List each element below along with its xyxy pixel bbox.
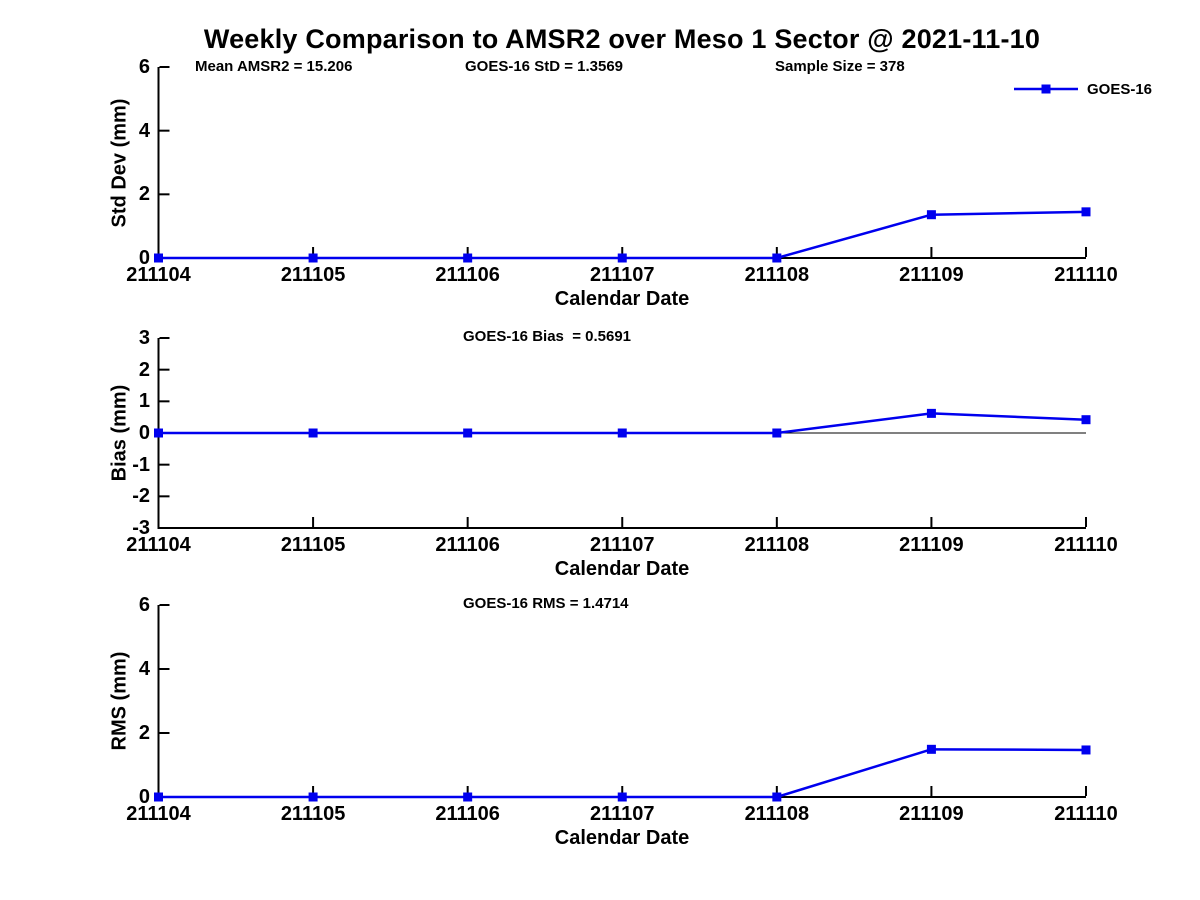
x-tick-label: 211104 (126, 264, 191, 286)
y-tick-label: -3 (132, 517, 150, 539)
x-tick-label: 211109 (899, 803, 964, 825)
y-tick-label: 0 (138, 422, 150, 444)
annotation-goes16-rms: GOES-16 RMS = 1.4714 (463, 595, 629, 612)
y-tick-label: 2 (138, 722, 150, 744)
x-tick-label: 211104 (126, 534, 191, 556)
y-tick-label: 1 (138, 390, 150, 413)
x-tick-label: 211110 (1054, 803, 1118, 825)
x-axis-label-rms: Calendar Date (554, 827, 690, 849)
x-tick-label: 211106 (435, 264, 500, 286)
x-tick-label: 211108 (744, 264, 810, 286)
y-tick-label: 4 (138, 658, 150, 680)
x-tick-label: 211109 (899, 534, 964, 556)
x-tick-label: 211109 (899, 264, 964, 286)
y-tick-label: -2 (132, 485, 150, 508)
x-tick-label: 211107 (589, 803, 655, 825)
annotation-goes16-bias: GOES-16 Bias = 0.5691 (463, 328, 632, 345)
x-tick-label: 211108 (744, 803, 810, 825)
legend-line-marker-icon (1014, 84, 1078, 94)
y-axis-label-bias: Bias (mm) (108, 384, 131, 482)
x-tick-label: 211107 (589, 534, 655, 556)
x-tick-label: 211110 (1054, 534, 1118, 556)
x-tick-label: 211107 (589, 264, 655, 286)
x-tick-label: 211105 (280, 534, 346, 556)
x-tick-label: 211105 (280, 264, 346, 286)
x-tick-label: 211108 (744, 534, 810, 556)
y-tick-label: 0 (138, 786, 150, 808)
y-tick-label: 6 (138, 594, 150, 616)
y-tick-label: 2 (138, 358, 150, 381)
x-axis-label-bias: Calendar Date (554, 558, 690, 580)
x-tick-label: 211106 (435, 534, 500, 556)
figure-title: Weekly Comparison to AMSR2 over Meso 1 S… (203, 24, 1041, 54)
x-tick-label: 211104 (126, 803, 191, 825)
legend: GOES-16 (1014, 80, 1152, 98)
y-axis-label-rms: RMS (mm) (108, 651, 131, 751)
x-tick-label: 211106 (435, 803, 500, 825)
y-axis-label-std-dev: Std Dev (mm) (108, 98, 131, 228)
y-tick-label: 6 (138, 56, 150, 78)
x-tick-label: 211105 (280, 803, 346, 825)
y-tick-label: 2 (138, 183, 150, 206)
annotation-goes16-std: GOES-16 StD = 1.3569 (465, 58, 623, 75)
y-tick-label: -1 (132, 453, 150, 476)
x-tick-label: 211110 (1054, 264, 1118, 286)
y-tick-label: 4 (138, 119, 150, 142)
annotation-mean-amsr2: Mean AMSR2 = 15.206 (195, 58, 353, 75)
y-tick-label: 3 (138, 327, 150, 349)
legend-series-label: GOES-16 (1087, 80, 1153, 98)
y-tick-label: 0 (138, 247, 150, 269)
annotation-sample-size: Sample Size = 378 (775, 58, 905, 75)
x-axis-label-std-dev: Calendar Date (554, 288, 690, 310)
